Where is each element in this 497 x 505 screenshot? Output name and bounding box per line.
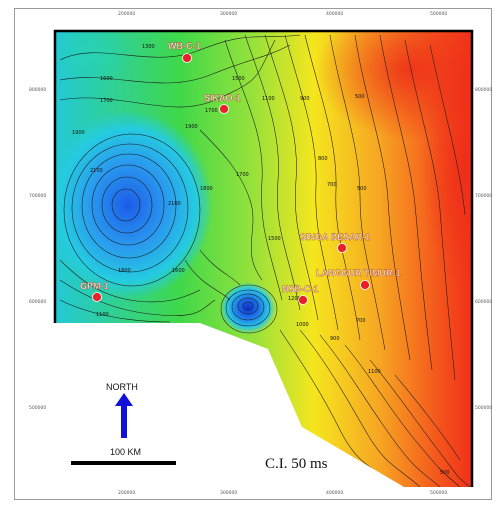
contour-interval-label: C.I. 50 ms [265, 456, 328, 472]
contour-label: 1800 [200, 186, 213, 192]
x-tick-bottom: 400000 [326, 491, 344, 496]
well-label: WB-C-1 [168, 41, 201, 51]
x-tick-bottom: 200000 [118, 491, 136, 496]
x-tick-top: 400000 [326, 12, 344, 17]
contour-label: 1200 [288, 296, 301, 302]
contour-label: 2100 [168, 201, 181, 207]
scale-label: 100 KM [110, 447, 142, 457]
well-marker[interactable] [298, 295, 308, 305]
contour-label: 1700 [100, 98, 113, 104]
contour-label: 1300 [142, 44, 155, 50]
contour-value-labels: 1300 1600 1700 1900 2100 2100 1900 1700 … [72, 44, 450, 476]
north-arrow-icon [115, 393, 133, 438]
contour-label: 1900 [72, 130, 85, 136]
well-marker[interactable] [337, 243, 347, 253]
well-marker[interactable] [92, 292, 102, 302]
well-label: LANGGUR TIMUR-1 [316, 268, 401, 278]
contour-label: 500 [355, 94, 365, 100]
well-markers: WB-C-1 SIKAO-1 SINGA BESAR-1 LANGGUR TIM… [80, 41, 401, 305]
north-label: NORTH [106, 382, 138, 392]
contour-label: 1600 [100, 76, 113, 82]
x-tick-bottom: 300000 [220, 491, 238, 496]
contour-label: 1100 [368, 369, 381, 375]
contour-label: 1500 [268, 236, 281, 242]
contour-label: 700 [356, 318, 366, 324]
y-tick-right: 800000 [475, 88, 493, 93]
contour-label: 1000 [296, 322, 309, 328]
map-border [53, 29, 474, 487]
scale-bar [71, 461, 176, 465]
y-tick-right: 600000 [475, 300, 493, 305]
y-tick-right: 500000 [475, 406, 493, 411]
contour-label: 1100 [262, 96, 275, 102]
contour-lines [59, 34, 471, 487]
contour-label: 1700 [236, 172, 249, 178]
well-marker[interactable] [182, 53, 192, 63]
well-label: SIKAO-1 [204, 93, 241, 103]
x-tick-bottom: 500000 [430, 491, 448, 496]
well-marker[interactable] [360, 280, 370, 290]
well-label: SINGA BESAR-1 [300, 232, 370, 242]
y-tick-left: 700000 [29, 194, 47, 199]
well-label: GPM-1 [80, 281, 109, 291]
x-tick-top: 200000 [118, 12, 136, 17]
contour-label: 900 [330, 336, 340, 342]
well-label: NSB-C-1 [282, 284, 319, 294]
contour-label: 500 [440, 470, 450, 476]
contour-label: 800 [318, 156, 328, 162]
contour-label: 1100 [96, 312, 109, 318]
y-tick-left: 600000 [29, 300, 47, 305]
y-tick-left: 500000 [29, 406, 47, 411]
contour-label: 900 [300, 96, 310, 102]
y-tick-right: 700000 [475, 194, 493, 199]
y-tick-left: 800000 [29, 88, 47, 93]
x-tick-top: 300000 [220, 12, 238, 17]
x-tick-top: 500000 [430, 12, 448, 17]
contour-label: 1600 [172, 268, 185, 274]
contour-label: 2100 [90, 168, 103, 174]
map-surface: 1300 1600 1700 1900 2100 2100 1900 1700 … [55, 31, 472, 487]
contour-label: 1700 [205, 108, 218, 114]
contour-label: 500 [357, 186, 367, 192]
contour-label: 1500 [232, 76, 245, 82]
contour-label: 1900 [185, 124, 198, 130]
contour-label: 700 [327, 182, 337, 188]
contour-label: 1800 [118, 268, 131, 274]
well-marker[interactable] [219, 104, 229, 114]
